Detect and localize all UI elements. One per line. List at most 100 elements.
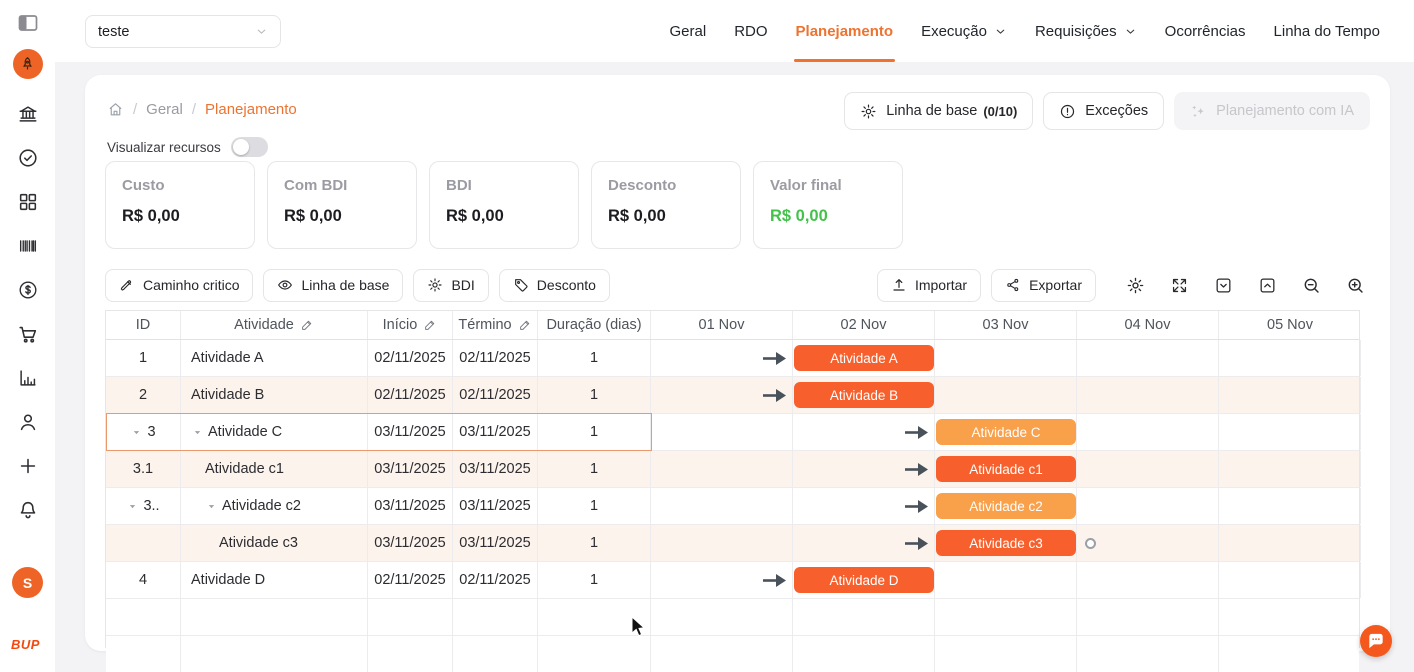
resources-toggle[interactable] (230, 137, 268, 157)
toolbar-icon-zoom-out[interactable] (1296, 269, 1326, 302)
eye-icon (277, 277, 293, 293)
stat-card-value: R$ 0,00 (122, 207, 180, 225)
date-column-label: 03 Nov (982, 317, 1029, 333)
tab-linha-do-tempo[interactable]: Linha do Tempo (1274, 0, 1380, 62)
sidebar-item-bell-icon[interactable] (17, 499, 39, 521)
sidebar-item-bank-icon[interactable] (17, 103, 39, 125)
nav-tab-label: Requisições (1034, 22, 1117, 40)
rocket-button[interactable] (12, 49, 43, 79)
toolbar-icon-expand-all[interactable] (1252, 269, 1282, 302)
resources-toggle-label: Visualizar recursos (107, 139, 221, 155)
column-header-atividade: Atividade (181, 311, 368, 339)
gantt-row[interactable]: 4 Atividade D 02/11/2025 02/11/2025 1 Ativida… (106, 562, 1361, 599)
gantt-row[interactable]: Atividade c3 03/11/2025 03/11/2025 1 Ativida… (106, 525, 1361, 562)
cell-duration (538, 636, 651, 672)
gantt-row[interactable]: 3.1 Atividade c1 03/11/2025 03/11/2025 1 Ativ… (106, 451, 1361, 488)
gantt-bar[interactable]: Atividade B (794, 382, 934, 408)
gantt-day-cell (1219, 636, 1361, 672)
link-handle-dot[interactable] (1085, 538, 1096, 549)
tab-requisições[interactable]: Requisições (1035, 0, 1137, 62)
gantt-bar[interactable]: Atividade c3 (936, 530, 1076, 556)
stat-card-label: BDI (446, 177, 472, 194)
dependency-arrow-icon (904, 498, 930, 515)
cell-end: 02/11/2025 (453, 377, 538, 413)
row-collapse-caret-icon (126, 500, 139, 513)
tab-planejamento[interactable]: Planejamento (793, 0, 896, 62)
gantt-day-cell (651, 340, 793, 376)
sidebar-item-check-circle-icon[interactable] (17, 147, 39, 169)
gantt-bar[interactable]: Atividade C (936, 419, 1076, 445)
gantt-row[interactable]: 3 Atividade C 03/11/2025 03/11/2025 1 Ativida… (106, 413, 1361, 451)
gantt-row[interactable]: 1 Atividade A 02/11/2025 02/11/2025 1 Ativida… (106, 340, 1361, 377)
nav-tab-label: Geral (669, 22, 707, 40)
sidebar-item-user-icon[interactable] (17, 411, 39, 433)
column-header-label: Início (382, 317, 418, 333)
gantt-day-cell (935, 525, 1077, 561)
cell-start: 02/11/2025 (368, 340, 453, 376)
toolbar-button-desconto[interactable]: Desconto (498, 268, 610, 302)
sidebar-item-bar-chart-icon[interactable] (17, 367, 39, 389)
baseline-button[interactable]: Linha de base (0/10) (844, 92, 1034, 130)
exceptions-button[interactable]: Exceções (1043, 92, 1165, 130)
tab-ocorrências[interactable]: Ocorrências (1165, 0, 1246, 62)
cell-activity: Atividade c3 (181, 525, 368, 561)
gantt-filler-row (106, 636, 1359, 672)
date-column-header: 01 Nov (651, 311, 793, 339)
breadcrumb-geral[interactable]: Geral (146, 101, 183, 118)
toolbar-button-caminho-critico[interactable]: Caminho critico (105, 268, 254, 302)
user-avatar[interactable]: S (12, 567, 43, 598)
cell-duration: 1 (538, 414, 651, 450)
toolbar-button-linha-de-base[interactable]: Linha de base (263, 268, 404, 302)
column-header-label: Término (458, 317, 512, 333)
nav-tab-label: Execução (921, 22, 987, 40)
gantt-row[interactable]: 2 Atividade B 02/11/2025 02/11/2025 1 Ativida… (106, 377, 1361, 414)
tab-geral[interactable]: Geral (670, 0, 707, 62)
cell-activity: Atividade C (181, 414, 368, 450)
chat-widget-button[interactable] (1360, 625, 1392, 657)
row-collapse-caret-icon (130, 426, 143, 439)
tab-execução[interactable]: Execução (921, 0, 1007, 62)
column-header-label: Atividade (234, 317, 294, 333)
toolbar-button-bdi[interactable]: BDI (413, 268, 489, 302)
gantt-bar[interactable]: Atividade D (794, 567, 934, 593)
project-select[interactable]: teste (85, 15, 281, 48)
cell-activity: Atividade c1 (181, 451, 368, 487)
baseline-count: (0/10) (983, 103, 1018, 119)
sidebar-item-barcode-icon[interactable] (17, 235, 39, 257)
toolbar-button-exportar[interactable]: Exportar (991, 268, 1096, 302)
toolbar-icon-settings[interactable] (1120, 269, 1150, 302)
column-header-label: ID (135, 317, 151, 333)
cell-start: 02/11/2025 (368, 377, 453, 413)
home-icon[interactable] (107, 101, 124, 118)
gantt-row[interactable]: 3.. Atividade c2 03/11/2025 03/11/2025 1 Ativ… (106, 488, 1361, 525)
cell-duration: 1 (538, 451, 651, 487)
tab-rdo[interactable]: RDO (734, 0, 767, 62)
sidebar-item-cart-icon[interactable] (17, 323, 39, 345)
cell-duration: 1 (538, 340, 651, 376)
stat-card-value: R$ 0,00 (770, 207, 828, 225)
date-column-label: 01 Nov (698, 317, 745, 333)
sidebar-item-dollar-circle-icon[interactable] (17, 279, 39, 301)
collapse-all-icon (1214, 276, 1233, 295)
share-icon (1005, 277, 1021, 293)
sidebar-item-plus-icon[interactable] (17, 455, 39, 477)
toolbar-button-importar[interactable]: Importar (876, 268, 982, 302)
sidebar-toggle-icon[interactable] (16, 11, 40, 35)
cell-start (368, 636, 453, 672)
toolbar-button-label: BDI (451, 277, 475, 293)
toolbar-icon-collapse-all[interactable] (1208, 269, 1238, 302)
sidebar-item-grid-icon[interactable] (17, 191, 39, 213)
gantt-bar[interactable]: Atividade c2 (936, 493, 1076, 519)
rocket-icon (18, 55, 37, 74)
cell-activity: Atividade B (181, 377, 368, 413)
gantt-bar[interactable]: Atividade A (794, 345, 934, 371)
gantt-day-cell (1077, 414, 1219, 450)
gantt-empty-row[interactable] (106, 599, 1359, 636)
gantt-day-cell (651, 488, 793, 524)
gantt-bar[interactable]: Atividade c1 (936, 456, 1076, 482)
stat-card-label: Custo (122, 177, 165, 194)
stat-card-custo: Custo R$ 0,00 (105, 161, 255, 249)
cell-end: 03/11/2025 (453, 488, 538, 524)
toolbar-icon-fullscreen[interactable] (1164, 269, 1194, 302)
toolbar-icon-zoom-in[interactable] (1340, 269, 1370, 302)
